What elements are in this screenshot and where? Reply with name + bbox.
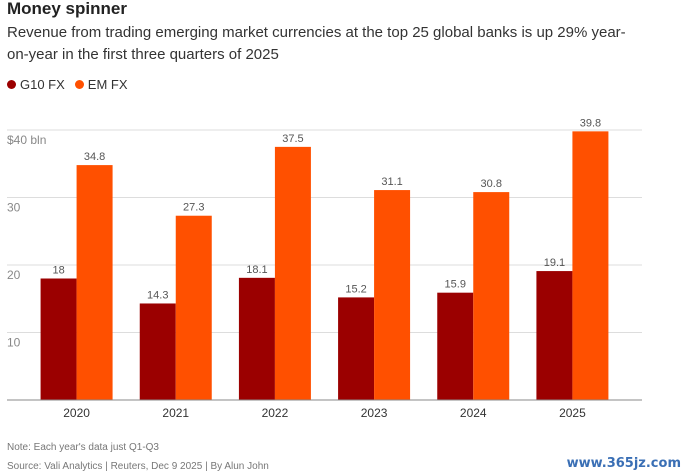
data-label: 15.2 bbox=[345, 283, 366, 295]
bar bbox=[536, 271, 573, 400]
data-label: 31.1 bbox=[381, 176, 402, 188]
legend-label-em: EM FX bbox=[87, 77, 128, 92]
y-tick-label: 30 bbox=[7, 201, 21, 215]
data-label: 34.8 bbox=[84, 151, 105, 163]
y-tick-label: 20 bbox=[7, 268, 21, 282]
data-label: 39.8 bbox=[580, 117, 601, 129]
x-tick-label: 2025 bbox=[559, 406, 586, 420]
data-label: 18 bbox=[52, 265, 64, 277]
bar bbox=[139, 303, 176, 400]
data-label: 19.1 bbox=[544, 257, 565, 269]
data-label: 14.3 bbox=[147, 289, 168, 301]
bar bbox=[274, 146, 311, 400]
bar bbox=[437, 292, 474, 400]
legend-swatch-em bbox=[74, 80, 84, 89]
data-label: 15.9 bbox=[445, 279, 466, 291]
bar bbox=[473, 192, 510, 400]
data-label: 30.8 bbox=[481, 178, 502, 190]
chart-title: Money spinner bbox=[7, 0, 127, 18]
bar bbox=[40, 278, 77, 400]
data-label: 37.5 bbox=[282, 133, 303, 145]
bar bbox=[572, 131, 609, 400]
legend-item-g10: G10 FX bbox=[7, 77, 65, 92]
x-tick-label: 2022 bbox=[262, 406, 289, 420]
bar bbox=[175, 215, 212, 400]
x-tick-label: 2023 bbox=[361, 406, 388, 420]
watermark: www.365jz.com bbox=[566, 456, 681, 471]
bar bbox=[338, 297, 375, 400]
bar bbox=[76, 165, 113, 400]
bar bbox=[374, 190, 411, 400]
bar bbox=[238, 277, 275, 400]
data-label: 18.1 bbox=[246, 264, 267, 276]
bar-chart: 10 20 30 $40 bln 18 34.8 2020 14.3 27.3 2021 18.1 3… bbox=[7, 117, 642, 420]
legend-swatch-g10 bbox=[7, 80, 16, 89]
legend-label-g10: G10 FX bbox=[20, 77, 65, 92]
chart-subtitle: Revenue from trading emerging market cur… bbox=[7, 24, 626, 63]
x-tick-label: 2024 bbox=[460, 406, 487, 420]
legend: G10 FX EM FX bbox=[7, 77, 138, 92]
chart-source: Source: Vali Analytics | Reuters, Dec 9 … bbox=[7, 461, 269, 472]
x-tick-label: 2020 bbox=[63, 406, 90, 420]
data-label: 27.3 bbox=[183, 202, 204, 214]
chart-note: Note: Each year's data just Q1-Q3 bbox=[7, 442, 159, 453]
y-tick-label: $40 bln bbox=[7, 133, 46, 147]
legend-item-em: EM FX bbox=[74, 77, 128, 92]
x-tick-label: 2021 bbox=[162, 406, 189, 420]
y-tick-label: 10 bbox=[7, 336, 21, 350]
